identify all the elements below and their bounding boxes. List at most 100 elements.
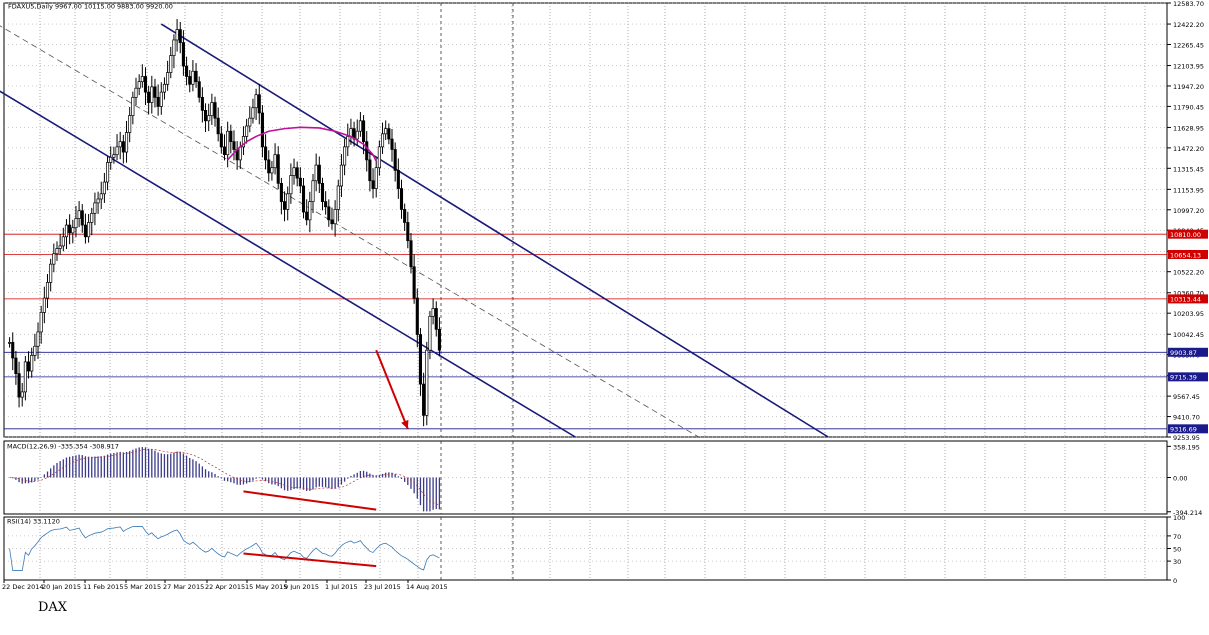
rsi-tick-label: 50: [1173, 546, 1181, 554]
candle-body: [96, 198, 100, 204]
candle-body: [248, 117, 252, 127]
x-tick-label: 15 May 2015: [245, 583, 287, 590]
candle-body: [279, 183, 283, 202]
price-chart-svg: 12583.70 12422.20 12265.45 12103.95 11947.20…: [0, 0, 1208, 591]
candle-body: [339, 164, 343, 187]
candle-body: [8, 342, 12, 344]
price-tick-label: 11628.95: [1173, 124, 1204, 132]
macd-tick-label: 0.00: [1173, 475, 1187, 483]
price-tick-label: 12265.45: [1173, 41, 1204, 49]
candle-body: [371, 180, 375, 189]
candle-body: [374, 167, 378, 189]
candle-body: [264, 146, 268, 161]
price-tick-label: 9253.95: [1173, 434, 1200, 442]
candle-body: [106, 162, 110, 183]
rsi-label: RSI(14) 33.1120: [7, 518, 60, 526]
forecast-arrow-head: [401, 419, 409, 429]
candle-body: [346, 136, 350, 148]
candle-body: [298, 177, 302, 187]
candle-body: [251, 107, 255, 119]
rsi-tick-label: 100: [1173, 514, 1185, 522]
candle-body: [124, 132, 129, 153]
candle-body: [115, 146, 119, 156]
rsi-tick-label: 30: [1173, 558, 1181, 566]
candle-body: [147, 91, 151, 103]
x-tick-label: 5 Mar 2015: [124, 583, 161, 590]
candle-body: [90, 212, 94, 223]
candle-body: [33, 345, 37, 356]
candle-body: [80, 210, 84, 226]
candle-body: [324, 201, 328, 208]
candle-body: [112, 154, 116, 158]
candle-body: [191, 70, 195, 85]
price-tick-label: 10203.95: [1173, 310, 1204, 318]
price-level-tag: [1168, 347, 1208, 357]
candle-body: [333, 209, 337, 225]
candle-body: [232, 141, 236, 150]
candle-body: [42, 297, 46, 313]
x-tick-label: 9 Jun 2015: [284, 583, 319, 590]
candle-body: [39, 312, 43, 333]
candle-body: [11, 342, 15, 359]
candle-body: [216, 117, 220, 135]
candle-body: [415, 297, 419, 335]
candle-body: [396, 169, 400, 189]
candle-body: [393, 149, 397, 171]
candle-body: [36, 331, 40, 347]
candle-body: [77, 210, 81, 219]
candle-body: [308, 201, 312, 221]
candle-body: [245, 125, 249, 137]
candle-body: [270, 167, 274, 174]
price-level-label: 10313.44: [1170, 296, 1201, 304]
candle-body: [156, 96, 160, 107]
candle-body: [286, 193, 290, 210]
candle-body: [162, 83, 166, 93]
channel-lower-line: [0, 90, 576, 438]
candle-body: [254, 94, 258, 109]
price-tick-label: 9410.70: [1173, 414, 1200, 422]
candle-body: [207, 115, 211, 122]
channel-middle-line: [0, 25, 699, 438]
rsi-line: [9, 526, 440, 571]
candle-body: [336, 185, 340, 210]
candle-body: [327, 206, 331, 221]
x-tick-label: 23 Jul 2015: [364, 583, 401, 590]
candle-body: [150, 86, 154, 103]
candle-body: [188, 76, 192, 85]
candle-body: [358, 120, 362, 132]
candle-body: [301, 185, 306, 213]
candle-body: [118, 141, 122, 148]
candle-body: [418, 334, 423, 385]
candle-body: [355, 130, 359, 140]
macd-tick-label: -394.214: [1173, 509, 1202, 517]
candle-body: [213, 102, 217, 119]
candle-body: [437, 328, 441, 351]
candle-body: [365, 141, 369, 161]
candle-body: [276, 154, 280, 184]
candle-body: [131, 96, 135, 116]
candle-body: [26, 361, 31, 372]
candle-body: [406, 222, 410, 242]
candle-body: [83, 224, 87, 238]
forecast-arrow: [375, 349, 409, 430]
candle-body: [390, 138, 394, 150]
candle-body: [349, 128, 353, 137]
symbol-ohlc-label: FDAXU5,Daily 9967.00 10115.00 9883.00 99…: [8, 3, 173, 11]
candle-body: [260, 112, 264, 148]
candle-body: [384, 128, 388, 135]
candle-body: [412, 266, 416, 299]
price-panel-frame: [3, 2, 1168, 438]
candle-body: [343, 146, 347, 166]
candle-body: [71, 227, 75, 234]
x-tick-label: 22 Apr 2015: [205, 583, 245, 590]
candle-body: [14, 357, 18, 374]
price-level-tag: [1168, 294, 1208, 304]
candle-body: [362, 120, 366, 142]
x-tick-label: 14 Aug 2015: [406, 583, 448, 590]
candle-body: [30, 355, 34, 372]
candle-body: [93, 202, 97, 214]
candle-body: [137, 81, 141, 89]
candle-body: [172, 39, 176, 56]
candle-body: [403, 209, 407, 223]
candle-body: [295, 167, 299, 179]
